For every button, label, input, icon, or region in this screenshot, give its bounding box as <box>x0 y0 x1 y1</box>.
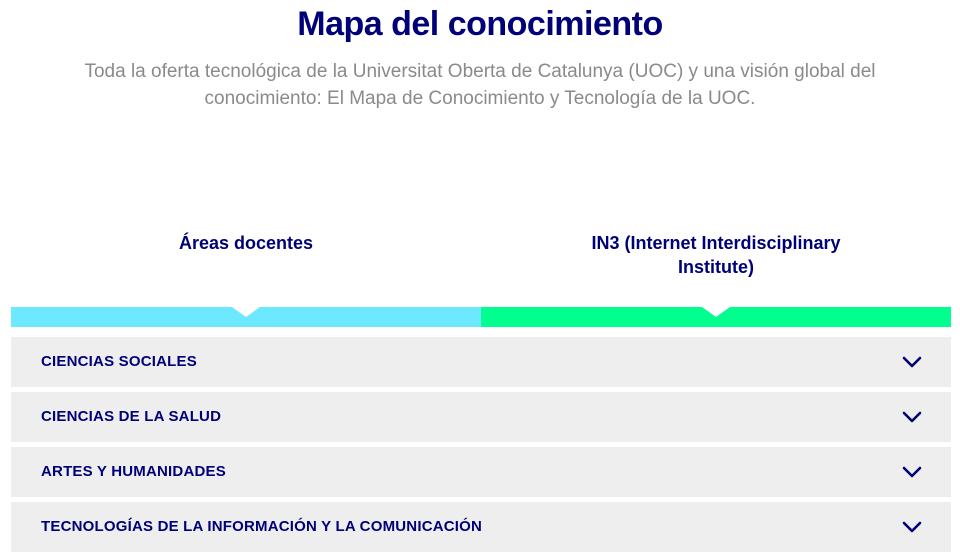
accordion: CIENCIAS SOCIALES CIENCIAS DE LA SALUD A… <box>11 337 951 557</box>
accordion-item-artes-humanidades[interactable]: ARTES Y HUMANIDADES <box>11 447 951 497</box>
tab-label: IN3 (Internet Interdisciplinary Institut… <box>591 233 841 277</box>
accordion-item-ciencias-salud[interactable]: CIENCIAS DE LA SALUD <box>11 392 951 442</box>
tab-indicator-green <box>481 307 951 327</box>
accordion-item-label: TECNOLOGÍAS DE LA INFORMACIÓN Y LA COMUN… <box>41 518 483 535</box>
accordion-item-ciencias-sociales[interactable]: CIENCIAS SOCIALES <box>11 337 951 387</box>
accordion-item-tic[interactable]: TECNOLOGÍAS DE LA INFORMACIÓN Y LA COMUN… <box>11 502 951 552</box>
tab-label: Áreas docentes <box>178 233 314 253</box>
tab-notch <box>232 307 260 317</box>
tab-bar: Áreas docentes IN3 (Internet Interdiscip… <box>11 228 951 328</box>
chevron-down-icon[interactable] <box>901 407 923 427</box>
page-subtitle: Toda la oferta tecnológica de la Univers… <box>84 61 876 109</box>
tab-notch <box>702 307 730 317</box>
chevron-down-icon[interactable] <box>901 352 923 372</box>
accordion-item-label: CIENCIAS DE LA SALUD <box>41 408 222 425</box>
tab-areas-docentes[interactable]: Áreas docentes <box>11 228 481 328</box>
accordion-item-label: CIENCIAS SOCIALES <box>41 353 197 370</box>
chevron-down-icon[interactable] <box>901 517 923 537</box>
tab-in3[interactable]: IN3 (Internet Interdisciplinary Institut… <box>481 228 951 328</box>
chevron-down-icon[interactable] <box>901 462 923 482</box>
page-title: Mapa del conocimiento <box>297 5 663 43</box>
accordion-item-label: ARTES Y HUMANIDADES <box>41 463 226 480</box>
tab-indicator-cyan <box>11 307 481 327</box>
